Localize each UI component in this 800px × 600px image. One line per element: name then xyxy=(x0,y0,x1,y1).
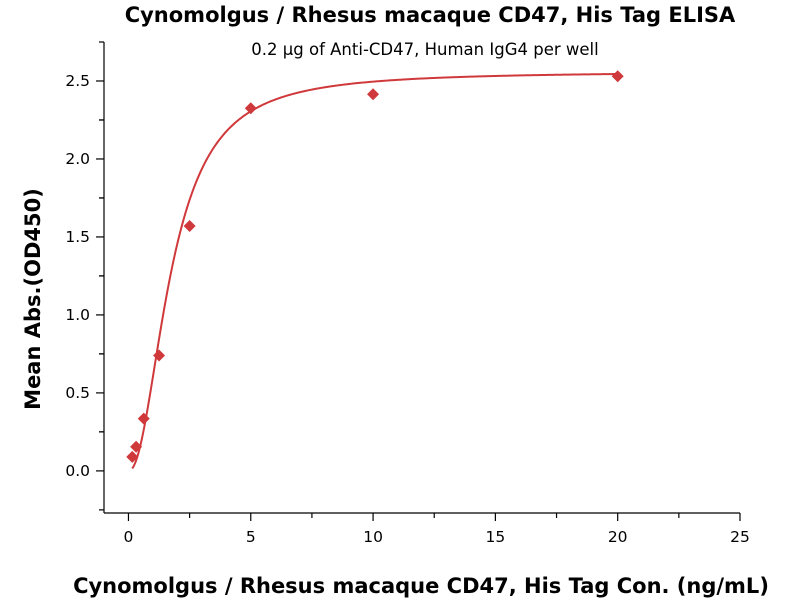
data-point xyxy=(137,412,150,425)
x-axis-label: Cynomolgus / Rhesus macaque CD47, His Ta… xyxy=(73,574,769,598)
y-tick-label: 2.0 xyxy=(65,150,90,168)
chart-title: Cynomolgus / Rhesus macaque CD47, His Ta… xyxy=(125,3,736,27)
y-tick-label: 0.5 xyxy=(65,384,90,402)
x-tick-label: 5 xyxy=(246,528,256,546)
data-point xyxy=(183,220,196,233)
y-tick-label: 1.0 xyxy=(65,306,90,324)
y-axis-label: Mean Abs.(OD450) xyxy=(21,188,45,410)
data-point xyxy=(367,88,380,101)
fit-curve xyxy=(131,73,618,469)
x-tick-label: 20 xyxy=(608,528,628,546)
data-point xyxy=(130,440,143,453)
axes: 0 5 10 15 20 25 0.0 0.5 1.0 1.5 2.0 2.5 xyxy=(65,41,750,546)
x-tick-label: 15 xyxy=(486,528,506,546)
x-tick-label: 10 xyxy=(363,528,383,546)
y-tick-label: 0.0 xyxy=(65,462,90,480)
data-point xyxy=(126,450,139,463)
y-tick-label: 2.5 xyxy=(65,72,90,90)
x-tick-label: 0 xyxy=(124,528,134,546)
y-tick-label: 1.5 xyxy=(65,228,90,246)
x-tick-label: 25 xyxy=(730,528,750,546)
chart-subtitle: 0.2 µg of Anti-CD47, Human IgG4 per well xyxy=(251,40,598,59)
data-point xyxy=(153,349,166,362)
data-points xyxy=(126,70,624,463)
data-point xyxy=(611,70,624,83)
data-point xyxy=(244,102,257,115)
fit-curve-group xyxy=(131,73,618,469)
